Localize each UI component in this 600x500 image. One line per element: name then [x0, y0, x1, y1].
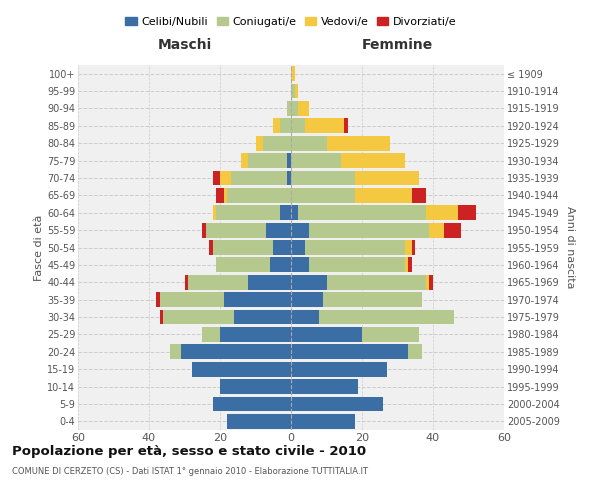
Bar — [326, 136, 391, 150]
Bar — [426, 206, 458, 220]
Bar — [181, 344, 291, 359]
Bar — [287, 101, 291, 116]
Bar — [291, 240, 305, 255]
Bar — [280, 206, 291, 220]
Bar — [206, 222, 266, 238]
Bar — [248, 153, 287, 168]
Bar — [163, 310, 234, 324]
Bar — [309, 222, 430, 238]
Bar — [298, 101, 309, 116]
Bar — [263, 136, 291, 150]
Bar — [291, 327, 362, 342]
Bar — [248, 275, 291, 289]
Bar — [230, 170, 287, 186]
Bar — [270, 258, 291, 272]
Bar — [404, 240, 412, 255]
Text: Femmine: Femmine — [362, 38, 433, 52]
Bar — [344, 118, 348, 133]
Bar — [256, 136, 263, 150]
Bar — [280, 118, 291, 133]
Bar — [227, 188, 291, 202]
Bar — [291, 344, 408, 359]
Bar — [355, 170, 419, 186]
Bar — [160, 310, 163, 324]
Bar — [404, 258, 408, 272]
Bar — [430, 222, 443, 238]
Bar — [217, 206, 280, 220]
Bar — [412, 240, 415, 255]
Bar — [291, 101, 298, 116]
Bar — [291, 84, 295, 98]
Bar — [241, 153, 248, 168]
Bar — [217, 188, 224, 202]
Bar — [291, 136, 326, 150]
Y-axis label: Anni di nascita: Anni di nascita — [565, 206, 575, 289]
Text: Maschi: Maschi — [157, 38, 212, 52]
Bar — [291, 292, 323, 307]
Bar — [291, 258, 309, 272]
Bar — [458, 206, 476, 220]
Bar — [426, 275, 430, 289]
Text: COMUNE DI CERZETO (CS) - Dati ISTAT 1° gennaio 2010 - Elaborazione TUTTITALIA.IT: COMUNE DI CERZETO (CS) - Dati ISTAT 1° g… — [12, 468, 368, 476]
Y-axis label: Fasce di età: Fasce di età — [34, 214, 44, 280]
Bar — [443, 222, 461, 238]
Bar — [220, 327, 291, 342]
Bar — [266, 222, 291, 238]
Bar — [291, 206, 298, 220]
Bar — [291, 362, 387, 376]
Bar — [287, 170, 291, 186]
Bar — [213, 170, 220, 186]
Bar — [209, 240, 213, 255]
Bar — [170, 344, 181, 359]
Bar — [273, 240, 291, 255]
Bar — [217, 258, 270, 272]
Bar — [273, 118, 280, 133]
Legend: Celibi/Nubili, Coniugati/e, Vedovi/e, Divorziati/e: Celibi/Nubili, Coniugati/e, Vedovi/e, Di… — [121, 12, 461, 31]
Bar — [305, 240, 404, 255]
Bar — [295, 84, 298, 98]
Bar — [185, 275, 188, 289]
Text: Popolazione per età, sesso e stato civile - 2010: Popolazione per età, sesso e stato civil… — [12, 445, 366, 458]
Bar — [291, 275, 326, 289]
Bar — [362, 327, 419, 342]
Bar — [188, 275, 248, 289]
Bar — [355, 188, 412, 202]
Bar — [220, 170, 230, 186]
Bar — [291, 118, 305, 133]
Bar — [191, 362, 291, 376]
Bar — [291, 170, 355, 186]
Bar — [298, 206, 426, 220]
Bar — [309, 258, 404, 272]
Bar — [224, 188, 227, 202]
Bar — [202, 327, 220, 342]
Bar — [291, 222, 309, 238]
Bar — [213, 396, 291, 411]
Bar — [291, 396, 383, 411]
Bar — [220, 379, 291, 394]
Bar — [291, 66, 295, 81]
Bar — [291, 379, 358, 394]
Bar — [341, 153, 404, 168]
Bar — [160, 292, 224, 307]
Bar — [213, 206, 217, 220]
Bar — [323, 292, 422, 307]
Bar — [227, 414, 291, 428]
Bar — [319, 310, 454, 324]
Bar — [412, 188, 426, 202]
Bar — [291, 414, 355, 428]
Bar — [234, 310, 291, 324]
Bar — [156, 292, 160, 307]
Bar — [213, 240, 273, 255]
Bar — [291, 188, 355, 202]
Bar — [430, 275, 433, 289]
Bar — [326, 275, 426, 289]
Bar — [408, 344, 422, 359]
Bar — [224, 292, 291, 307]
Bar — [291, 310, 319, 324]
Bar — [305, 118, 344, 133]
Bar — [202, 222, 206, 238]
Bar — [408, 258, 412, 272]
Bar — [287, 153, 291, 168]
Bar — [291, 153, 341, 168]
